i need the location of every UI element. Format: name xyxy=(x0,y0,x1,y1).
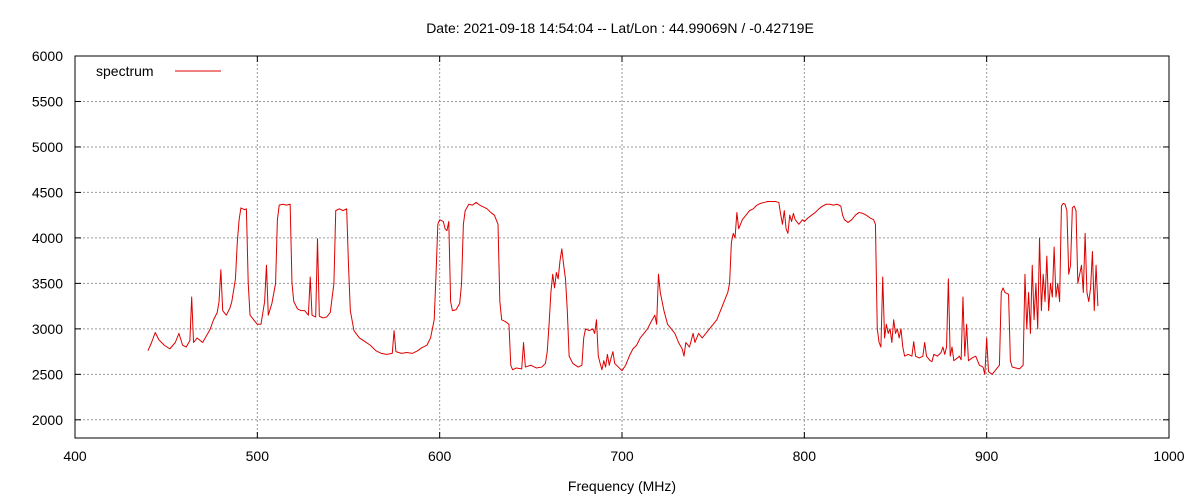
x-tick-label: 800 xyxy=(793,448,817,464)
y-tick-label: 3500 xyxy=(32,275,63,291)
axis-ticks: 400 500 600 700 800 900 1000 2000 2500 3000 3500 40… xyxy=(32,48,1185,464)
y-tick-label: 2000 xyxy=(32,412,63,428)
legend-label: spectrum xyxy=(96,63,154,79)
x-tick-label: 500 xyxy=(246,448,270,464)
y-tick-label: 5000 xyxy=(32,139,63,155)
x-tick-label: 900 xyxy=(975,448,999,464)
x-tick-label: 700 xyxy=(610,448,634,464)
x-axis-label: Frequency (MHz) xyxy=(568,478,676,494)
x-tick-label: 400 xyxy=(63,448,87,464)
y-tick-label: 6000 xyxy=(32,48,63,64)
series-layer xyxy=(147,201,1099,375)
y-tick-label: 2500 xyxy=(32,366,63,382)
series-line-spectrum xyxy=(147,201,1099,375)
legend: spectrum xyxy=(96,63,221,79)
y-tick-label: 3000 xyxy=(32,321,63,337)
y-tick-label: 4500 xyxy=(32,184,63,200)
x-tick-label: 600 xyxy=(428,448,452,464)
y-tick-label: 5500 xyxy=(32,93,63,109)
chart-title: Date: 2021-09-18 14:54:04 -- Lat/Lon : 4… xyxy=(426,20,814,36)
x-tick-label: 1000 xyxy=(1153,448,1184,464)
y-tick-label: 4000 xyxy=(32,230,63,246)
